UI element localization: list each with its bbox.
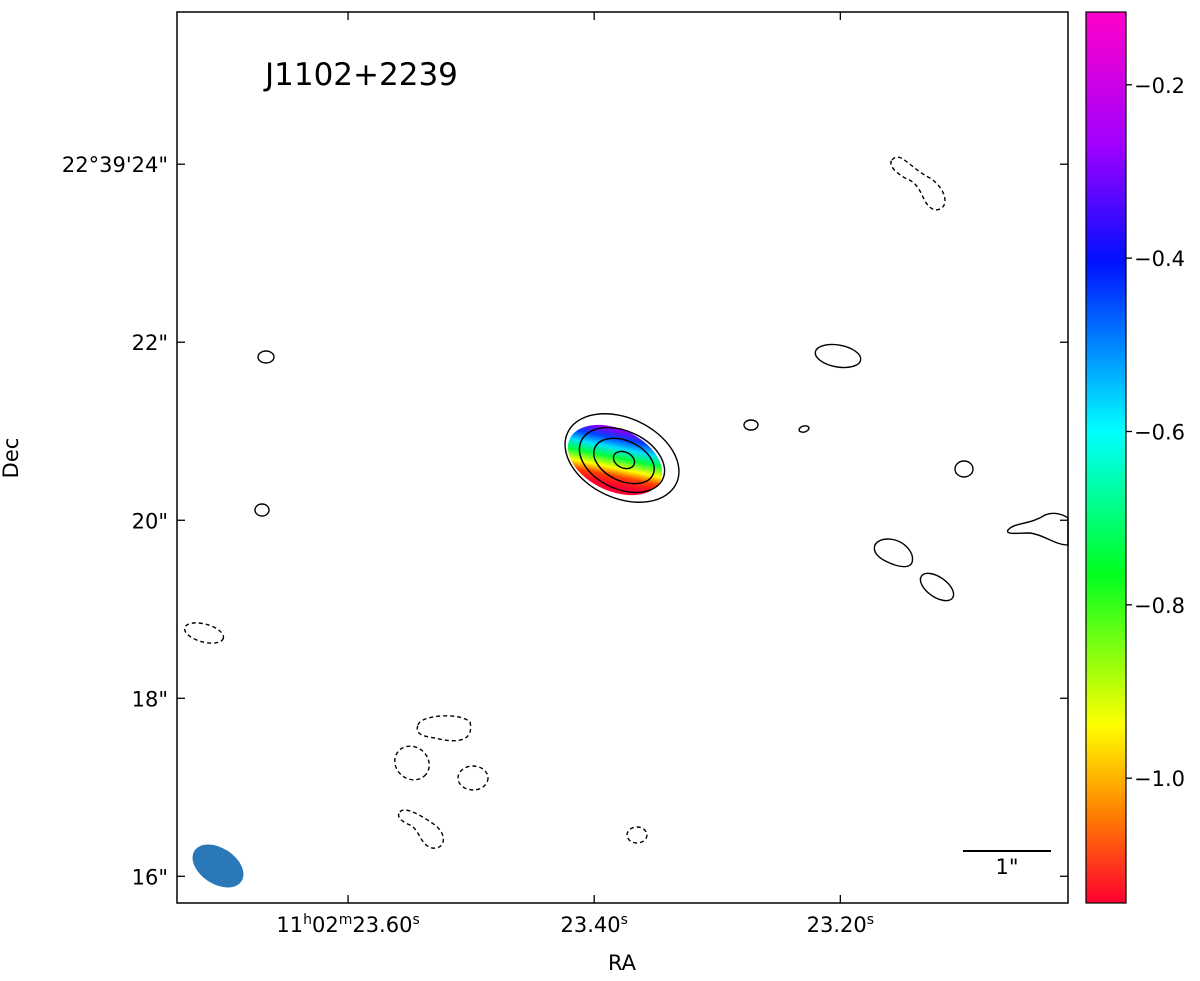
- colorbar-tick-label: −0.6: [1134, 420, 1185, 444]
- y-tick-label: 22°39'24": [62, 153, 168, 177]
- x-tick-label: 23.40s: [560, 912, 627, 937]
- beam: [192, 844, 244, 888]
- colorbar-tick-label: −0.4: [1134, 247, 1185, 271]
- image-layer: 1": [183, 156, 1069, 888]
- contours: [183, 156, 1069, 849]
- y-tick-label: 20": [132, 509, 168, 533]
- colorbar-tick-label: −1.0: [1134, 767, 1185, 791]
- y-tick-label: 16": [132, 865, 168, 889]
- colorbar: [1085, 11, 1127, 904]
- colorbar-tick-label: −0.8: [1134, 594, 1185, 618]
- y-tick-label: 22": [132, 331, 168, 355]
- x-tick-label: 11h02m23.60s: [276, 912, 419, 937]
- y-axis-title: Dec: [0, 438, 23, 479]
- x-axis-title: RA: [608, 951, 637, 975]
- scale-bar-label: 1": [995, 855, 1018, 879]
- chart-title: J1102+2239: [263, 57, 458, 93]
- x-tick-label: 23.20s: [807, 912, 874, 937]
- spectral-index-map: [567, 424, 663, 496]
- y-tick-label: 18": [132, 687, 168, 711]
- colorbar-tick-label: −0.2: [1134, 74, 1185, 98]
- plot-frame: [176, 11, 1069, 904]
